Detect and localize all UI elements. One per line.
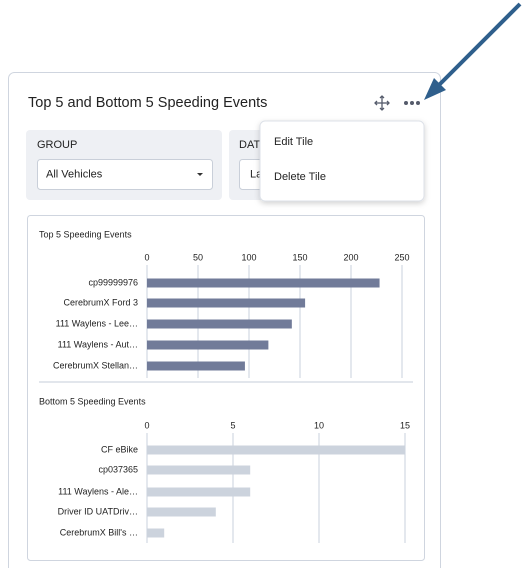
x-tick-label: 10 (314, 420, 324, 430)
more-icon[interactable] (404, 101, 420, 105)
annotation-arrow (434, 2, 522, 90)
x-tick-label: 0 (144, 420, 149, 430)
bar (147, 298, 306, 308)
annotation-arrow-head (424, 78, 446, 100)
y-tick-label: 111 Waylens - Ale… (58, 486, 138, 496)
y-tick-label: CF eBike (101, 444, 138, 454)
y-tick-label: 111 Waylens - Lee… (56, 318, 138, 328)
bar (147, 278, 380, 288)
group-select[interactable] (37, 159, 213, 190)
bar (147, 487, 251, 497)
tile-title: Top 5 and Bottom 5 Speeding Events (28, 95, 267, 111)
x-tick-label: 250 (394, 252, 409, 262)
y-tick-label: CerebrumX Bill's … (60, 527, 138, 537)
bar (147, 528, 165, 538)
context-menu (259, 120, 425, 202)
y-tick-label: Driver ID UATDriv… (58, 506, 138, 516)
y-tick-label: cp99999976 (88, 277, 138, 287)
menu-item[interactable]: Delete Tile (274, 171, 326, 183)
group-value: All Vehicles (46, 168, 103, 180)
chart-panel (27, 215, 425, 561)
y-tick-label: 111 Waylens - Aut… (58, 339, 138, 349)
bar (147, 340, 269, 350)
x-tick-label: 100 (241, 252, 256, 262)
x-tick-label: 5 (230, 420, 235, 430)
y-tick-label: CerebrumX Ford 3 (63, 297, 138, 307)
date-label: DAT (239, 139, 260, 151)
chart-title: Top 5 Speeding Events (39, 229, 132, 239)
menu-item[interactable]: Edit Tile (274, 136, 313, 148)
move-icon[interactable] (374, 95, 390, 111)
bar (147, 507, 216, 517)
x-tick-label: 0 (144, 252, 149, 262)
group-label: GROUP (37, 139, 77, 151)
x-tick-label: 15 (400, 420, 410, 430)
bar (147, 465, 251, 475)
bar (147, 361, 245, 371)
x-tick-label: 50 (193, 252, 203, 262)
chart-title: Bottom 5 Speeding Events (39, 396, 146, 406)
y-tick-label: CerebrumX Stellan… (53, 360, 138, 370)
bar (147, 445, 405, 455)
x-tick-label: 150 (292, 252, 307, 262)
bar (147, 319, 292, 329)
y-tick-label: cp037365 (98, 464, 138, 474)
select-caret (197, 173, 203, 176)
x-tick-label: 200 (343, 252, 358, 262)
